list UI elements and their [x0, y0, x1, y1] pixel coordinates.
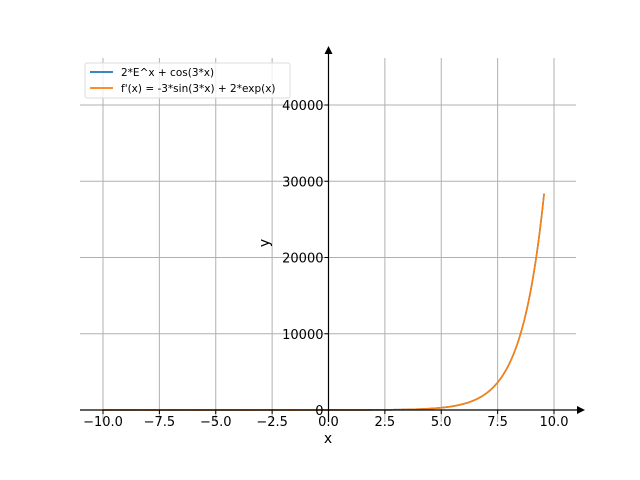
x-axis-label: x [324, 431, 332, 447]
y-tick-label: 20000 [282, 252, 323, 267]
legend-label-1: 2*E^x + cos(3*x) [121, 67, 214, 79]
y-tick-label: 30000 [282, 175, 323, 190]
x-tick-label: 5.0 [431, 415, 452, 430]
y-tick-label: 40000 [282, 99, 323, 114]
x-tick-label: 2.5 [375, 415, 396, 430]
y-axis-arrow-icon [324, 46, 333, 54]
x-tick-label: −5.0 [200, 415, 232, 430]
y-tick-label: 0 [315, 404, 323, 419]
x-tick-label: −7.5 [144, 415, 176, 430]
x-tick-label: −10.0 [83, 415, 123, 430]
x-tick-label: −2.5 [256, 415, 288, 430]
x-tick-label: 10.0 [540, 415, 569, 430]
y-axis-label: y [257, 239, 273, 247]
x-tick-label: 0.0 [318, 415, 339, 430]
series-line-1 [103, 193, 545, 411]
x-tick-label: 7.5 [487, 415, 508, 430]
legend-label-2: f'(x) = -3*sin(3*x) + 2*exp(x) [121, 83, 276, 95]
y-tick-label: 10000 [282, 328, 323, 343]
legend: 2*E^x + cos(3*x) f'(x) = -3*sin(3*x) + 2… [84, 62, 291, 99]
x-axis-arrow-icon [577, 406, 585, 414]
series-line-2 [103, 193, 545, 411]
